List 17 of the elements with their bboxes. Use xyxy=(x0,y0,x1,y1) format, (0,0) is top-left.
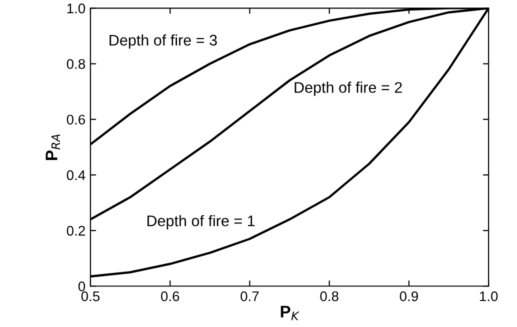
y-tick-label: 1.0 xyxy=(67,4,86,14)
x-tick-label: 0.7 xyxy=(240,291,259,302)
y-axis-title: P$_{RA}$ xyxy=(46,134,60,160)
annotation: Depth of fire = 3 xyxy=(110,34,217,49)
x-tick-label: 0.8 xyxy=(320,291,338,302)
y-tick-label: 0.6 xyxy=(66,114,86,125)
y-tick-label: 0.2 xyxy=(66,226,85,236)
x-axis-title: P$_{K}$ xyxy=(280,306,300,320)
x-tick-label: 0.5 xyxy=(81,291,100,302)
annotation: Depth of fire = 2 xyxy=(294,82,402,96)
y-tick-label: 0 xyxy=(78,281,86,292)
y-tick-label: 0.8 xyxy=(66,59,86,69)
annotation: Depth of fire = 1 xyxy=(147,215,255,230)
x-tick-label: 0.9 xyxy=(400,291,418,302)
x-tick-label: 0.6 xyxy=(160,291,180,302)
y-tick-label: 0.4 xyxy=(66,170,86,180)
x-tick-label: 1.0 xyxy=(480,291,498,302)
